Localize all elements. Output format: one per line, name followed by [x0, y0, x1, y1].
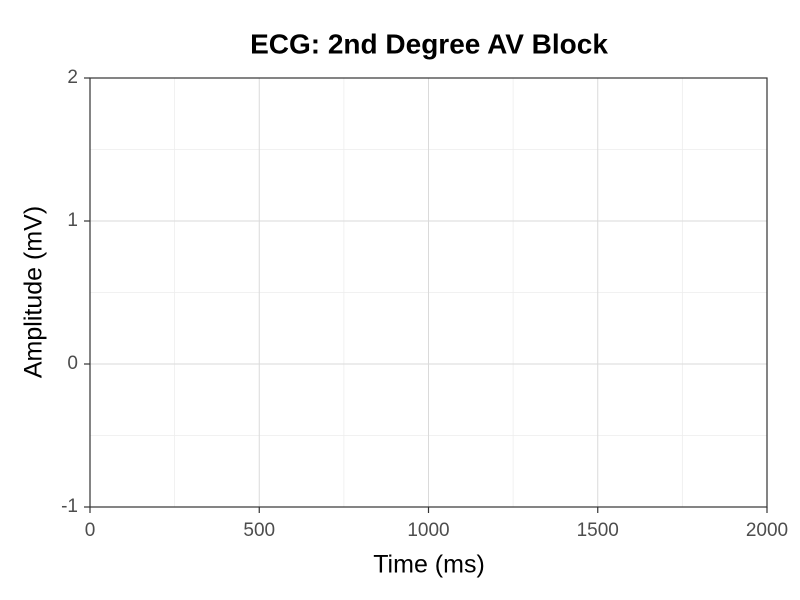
x-tick-label: 0 [85, 520, 96, 541]
panel-border [89, 77, 768, 508]
x-tick-label: 1500 [577, 520, 619, 541]
chart-title: ECG: 2nd Degree AV Block [250, 28, 608, 59]
y-tick-label: -1 [61, 496, 78, 517]
x-tick-label: 2000 [746, 520, 788, 541]
x-tick-label: 1000 [407, 520, 449, 541]
x-axis-label: Time (ms) [373, 551, 485, 579]
y-tick-label: 0 [67, 353, 78, 374]
y-axis-label: Amplitude (mV) [20, 206, 48, 378]
y-tick-label: 1 [67, 210, 78, 231]
x-tick-label: 500 [243, 520, 275, 541]
y-tick-label: 2 [67, 67, 78, 88]
